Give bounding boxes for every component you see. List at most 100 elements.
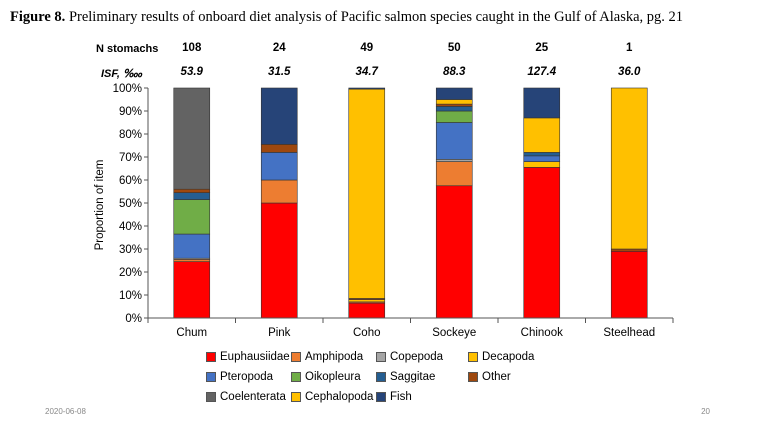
y-tick-label: 80% [119,129,142,141]
bar-segment-saggitae [523,152,561,157]
legend-swatch [291,372,301,382]
bar-segment-euphausiidae [173,261,211,319]
y-tick-label: 100% [113,83,142,95]
legend-item: Cephalopoda [291,391,373,403]
legend-item: Saggitae [376,371,435,383]
legend-swatch [468,352,478,362]
bar-segment-other [435,103,473,107]
legend-swatch [291,352,301,362]
bar-segment-other [260,144,298,153]
n-stomachs-value: 25 [535,42,549,54]
legend-item: Copepoda [376,351,443,363]
y-tick-label: 50% [119,198,142,210]
legend-item: Euphausiidae [206,351,290,363]
legend-label: Amphipoda [305,351,364,363]
x-tick-label: Chum [176,327,207,339]
legend-swatch [206,352,216,362]
isf-value: 127.4 [527,66,557,78]
isf-value: 31.5 [268,66,291,78]
bar-segment-saggitae [435,106,473,112]
y-axis-label: Proportion of item [94,160,106,251]
n-stomachs-value: 1 [626,42,633,54]
bar-segment-oikopleura [435,110,473,123]
bar-segment-pteropoda [173,233,211,259]
bar-segment-decapoda [523,161,561,168]
legend-label: Cephalopoda [305,391,374,403]
isf-label: ISF, ‱ [101,68,143,80]
figure-caption: Preliminary results of onboard diet anal… [68,9,684,25]
legend-label: Decapoda [482,351,535,363]
legend-label: Fish [390,391,412,403]
n-stomachs-value: 108 [182,42,202,54]
legend-swatch [291,392,301,402]
legend-label: Copepoda [390,351,444,363]
bar-segment-cephalopoda [435,99,473,105]
bar-segment-saggitae [173,192,211,200]
bar-segment-other [610,248,648,252]
bar-segment-euphausiidae [610,251,648,319]
y-tick-label: 70% [119,152,142,164]
legend-item: Decapoda [468,351,534,363]
bar-segment-euphausiidae [260,202,298,319]
bar-segment-fish [348,87,386,90]
y-tick-label: 90% [119,106,142,118]
legend-swatch [376,372,386,382]
x-tick-label: Sockeye [432,327,476,339]
legend-item: Pteropoda [206,371,273,383]
bar-segment-decapoda [348,299,386,303]
page-number: 20 [701,407,710,416]
x-tick-label: Pink [268,327,291,339]
isf-value: 53.9 [180,66,203,78]
legend-swatch [468,372,478,382]
isf-value: 36.0 [618,66,641,78]
y-tick-label: 30% [119,244,142,256]
bar-segment-euphausiidae [348,302,386,319]
legend-item: Amphipoda [291,351,363,363]
legend-item: Fish [376,391,412,403]
bar-segment-fish [523,87,561,119]
n-stomachs-value: 49 [360,42,374,54]
legend-label: Other [482,371,511,383]
legend-swatch [206,372,216,382]
bar-segment-fish [435,87,473,100]
bar-segment-other [173,188,211,193]
bar-segment-pteropoda [260,152,298,181]
legend-swatch [206,392,216,402]
bar-segment-euphausiidae [523,167,561,319]
y-tick-label: 60% [119,175,142,187]
x-tick-label: Chinook [521,327,563,339]
bar-segment-coelenterata [173,87,211,190]
stacked-bar-chart: 0% 10% 20% 30% 40% 50% 60% 70% 80% 90% 100% Chum Pin… [94,83,674,339]
bar-segment-amphipoda [435,161,473,187]
legend-item: Oikopleura [291,371,361,383]
bar-segment-pteropoda [523,155,561,162]
isf-value: 34.7 [355,66,378,78]
isf-value: 88.3 [443,66,466,78]
bar-segment-amphipoda [173,259,211,262]
x-tick-label: Coho [353,327,381,339]
bar-segment-cephalopoda [348,88,386,299]
bar-segment-oikopleura [173,199,211,235]
figure-title: Figure 8. Preliminary results of onboard… [10,9,760,26]
y-tick-label: 10% [119,290,142,302]
n-stomachs-value: 24 [272,42,286,54]
figure-label: Figure 8. [10,9,66,25]
bar-segment-pteropoda [435,122,473,160]
bar-segment-fish [260,87,298,145]
y-tick-label: 20% [119,267,142,279]
legend-label: Euphausiidae [220,351,290,363]
legend-swatch [376,352,386,362]
n-stomachs-value: 50 [447,42,461,54]
legend-label: Pteropoda [220,371,274,383]
y-tick-label: 0% [125,313,142,325]
footer-date: 2020-06-08 [45,407,86,416]
bar-segment-amphipoda [260,179,298,204]
legend-item: Coelenterata [206,391,286,403]
legend-label: Oikopleura [305,371,361,383]
legend-swatch [376,392,386,402]
legend-item: Other [468,371,511,383]
bar-segment-euphausiidae [435,185,473,319]
bar-segment-cephalopoda [610,87,648,250]
legend-label: Saggitae [390,371,436,383]
bar-segment-cephalopoda [523,117,561,153]
